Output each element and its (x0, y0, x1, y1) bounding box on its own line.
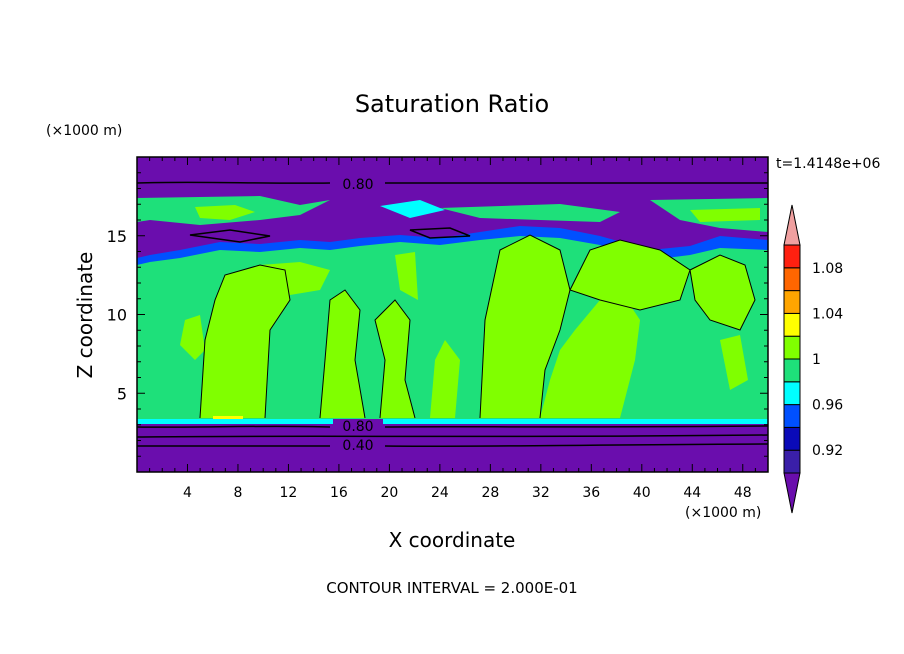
y-axis-ticks: 5 10 15 (107, 172, 768, 457)
colorbar-swatch (783, 449, 801, 474)
bottom-edge-cyan (137, 419, 768, 424)
colorbar-swatch (783, 381, 801, 406)
contour-field (137, 157, 768, 472)
colorbar-swatch (783, 404, 801, 428)
contour-label-low-0.80: 0.80 (342, 419, 373, 435)
contour-line-0.80-top-left (137, 181, 331, 184)
x-tick-label: 12 (280, 485, 298, 501)
y-tick-label: 10 (107, 306, 127, 325)
x-tick-label: 20 (380, 485, 398, 501)
colorbar-swatch (783, 290, 801, 314)
colorbar: 0.92 0.96 1 1.04 1.08 (783, 204, 843, 514)
contour-label-top-0.80: 0.80 (342, 177, 373, 193)
contour-line-mid-low (137, 434, 768, 438)
contour-line-0.80-top-right (384, 181, 768, 185)
bottom-dry-layer (137, 423, 768, 472)
contour-line-0.80-low-left (137, 425, 331, 428)
y-tick-label: 5 (117, 384, 127, 403)
contour-line-0.80-low-right (384, 425, 768, 428)
colorbar-swatch (783, 426, 801, 451)
time-label: t=1.4148e+06 (776, 156, 880, 172)
colorbar-swatch (783, 312, 801, 337)
contour-label-backing-mid (333, 419, 383, 434)
upper-right-green-patch (690, 208, 760, 222)
colorbar-label: 1.04 (812, 306, 843, 322)
contour-label-low-0.40: 0.40 (342, 438, 373, 454)
colorbar-label: 1.08 (812, 261, 843, 277)
colorbar-label: 0.96 (812, 398, 843, 414)
x-tick-label: 28 (481, 485, 499, 501)
contour-label-backing-top (333, 175, 383, 192)
x-axis-ticks: 4 8 12 16 20 24 28 32 36 40 44 48 (149, 157, 756, 501)
x-tick-label: 32 (532, 485, 550, 501)
colorbar-label: 1 (812, 352, 821, 368)
x-tick-label: 36 (582, 485, 600, 501)
colorbar-bottom-arrow (783, 472, 801, 514)
x-tick-label: 40 (633, 485, 651, 501)
x-tick-label: 24 (431, 485, 449, 501)
x-tick-label: 16 (330, 485, 348, 501)
chart-title: Saturation Ratio (355, 90, 549, 118)
contour-lines (137, 181, 768, 448)
colorbar-swatch (783, 335, 801, 360)
x-axis-label: X coordinate (389, 528, 516, 552)
colorbar-swatch (783, 244, 801, 269)
contour-loop-upper-mid (409, 227, 471, 239)
x-tick-label: 44 (683, 485, 701, 501)
contour-loop-upper-left (189, 229, 271, 243)
y-tick-label: 15 (107, 227, 127, 246)
upper-left-green-patch (195, 205, 255, 220)
contour-interval-footer: CONTOUR INTERVAL = 2.000E-01 (326, 579, 577, 597)
x-tick-label: 48 (734, 485, 752, 501)
contour-line-0.40-right (384, 443, 768, 448)
colorbar-label: 0.92 (812, 443, 843, 459)
contour-label-backing-low (333, 438, 383, 453)
top-dry-layer (137, 157, 768, 192)
colorbar-top-arrow (783, 204, 801, 246)
x-tick-label: 8 (233, 485, 242, 501)
colorbar-swatch (783, 358, 801, 383)
upper-mid-moist-pocket (440, 204, 620, 222)
upper-cyan-patch (380, 200, 445, 218)
x-tick-label: 4 (183, 485, 192, 501)
green-cloud-cores (180, 235, 755, 418)
colorbar-swatch (783, 267, 801, 292)
yellow-core (213, 416, 243, 419)
y-unit-label: (×1000 m) (46, 123, 122, 139)
contour-detail-lines (199, 234, 756, 419)
y-axis-label: Z coordinate (73, 252, 97, 379)
x-unit-label: (×1000 m) (685, 505, 761, 521)
